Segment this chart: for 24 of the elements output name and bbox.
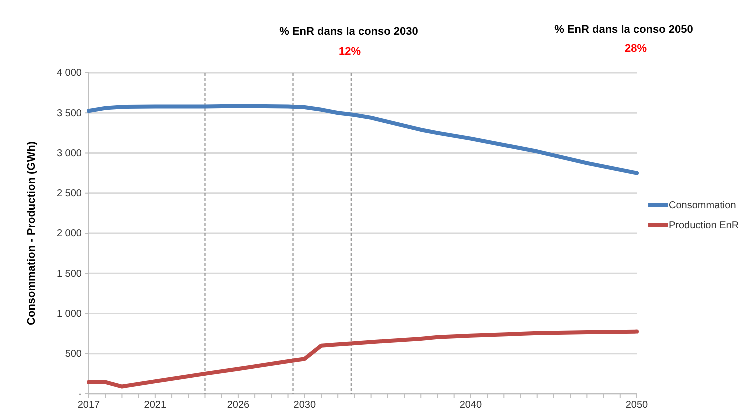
legend-label: Consommation — [669, 200, 736, 212]
y-tick-label: 1 500 — [56, 268, 82, 280]
text: 28% — [624, 43, 648, 55]
y-tick-label: 2 500 — [56, 188, 82, 200]
x-tick-label: 2030 — [294, 400, 316, 412]
text: % EnR dans la conso 2050 — [554, 24, 694, 36]
x-tick-label: 2050 — [626, 400, 649, 412]
x-tick-label: 2017 — [78, 400, 101, 412]
text: % EnR dans la conso 2030 — [280, 26, 418, 38]
y-tick-label: 4 000 — [56, 68, 82, 80]
legend-label: Production EnR — [669, 220, 740, 232]
x-tick-label: 2026 — [227, 400, 250, 412]
y-tick-label: 500 — [65, 349, 82, 360]
y-tick-label: 1 000 — [56, 308, 82, 320]
text: 12% — [338, 46, 362, 58]
y-axis-title: Consommation - Production (GWh) — [26, 141, 38, 326]
y-tick-label: 3 500 — [56, 108, 82, 120]
y-tick-label: 3 000 — [56, 148, 82, 160]
y-tick-label: 2 000 — [56, 228, 82, 240]
line-series — [87, 104, 639, 176]
line-series — [87, 330, 639, 389]
x-tick-label: 2021 — [144, 400, 167, 412]
y-tick-label: - — [78, 389, 82, 400]
x-tick-label: 2040 — [460, 400, 482, 412]
